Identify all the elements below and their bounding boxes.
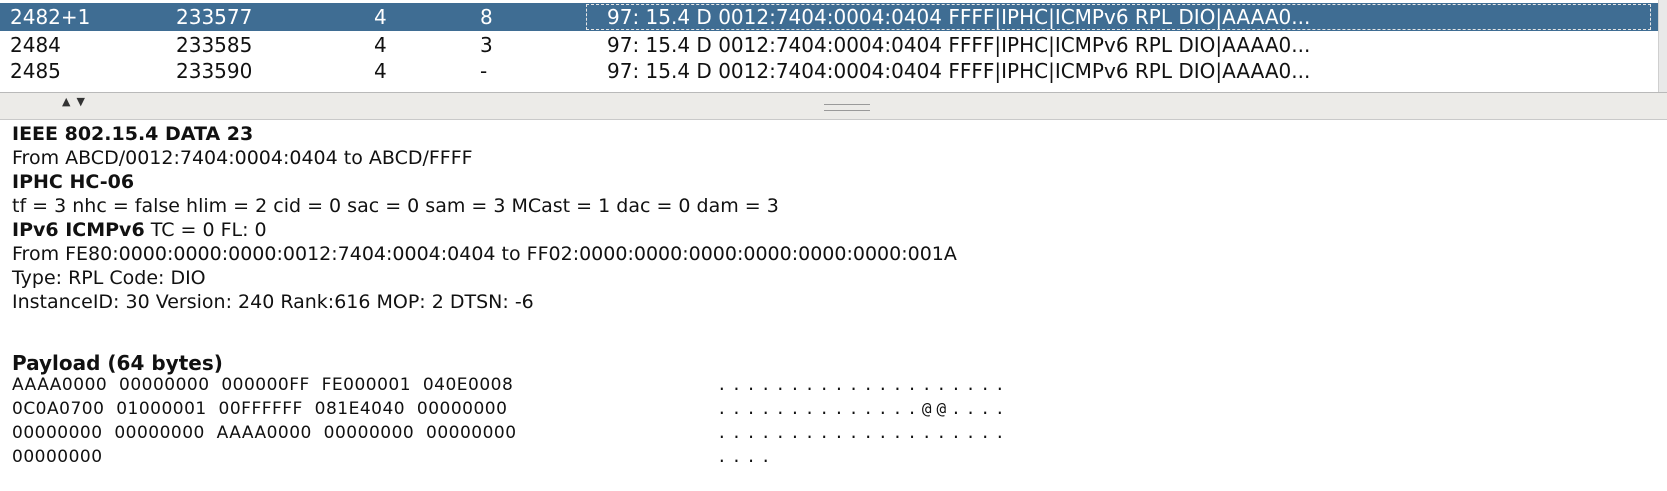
payload-hex-dump: AAAA0000 00000000 000000FF FE000001 040E… — [12, 373, 1632, 469]
ieee-header: IEEE 802.15.4 DATA 23 — [12, 123, 254, 145]
packet-time: 233585 — [176, 33, 253, 57]
packet-col-b: 3 — [480, 33, 493, 57]
ipv6-header: IPv6 ICMPv6 — [12, 219, 145, 241]
spacer — [12, 314, 1652, 338]
hex-ascii: .... — [717, 447, 776, 466]
hex-words: 0C0A0700 01000001 00FFFFFF 081E4040 0000… — [12, 399, 508, 419]
packet-row[interactable]: 2485 233590 4 - 97: 15.4 D 0012:7404:000… — [0, 57, 1660, 85]
hex-ascii: .................... — [717, 423, 1010, 442]
packet-info: 97: 15.4 D 0012:7404:0004:0404 FFFF|IPHC… — [607, 33, 1311, 57]
packet-row[interactable]: 2484 233585 4 3 97: 15.4 D 0012:7404:000… — [0, 31, 1660, 59]
packet-col-a: 4 — [374, 5, 387, 29]
packet-list: 2482+1 233577 4 8 97: 15.4 D 0012:7404:0… — [0, 0, 1667, 93]
rpl-dio-fields: InstanceID: 30 Version: 240 Rank:616 MOP… — [12, 291, 534, 313]
packet-number: 2484 — [10, 33, 61, 57]
packet-col-b: 8 — [480, 5, 493, 29]
packet-col-a: 4 — [374, 33, 387, 57]
hex-words: AAAA0000 00000000 000000FF FE000001 040E… — [12, 375, 514, 395]
packet-row-selected[interactable]: 2482+1 233577 4 8 97: 15.4 D 0012:7404:0… — [0, 3, 1660, 31]
ipv6-flow-fields: TC = 0 FL: 0 — [144, 219, 267, 241]
packet-info: 97: 15.4 D 0012:7404:0004:0404 FFFF|IPHC… — [585, 3, 1652, 31]
hex-ascii: .................... — [717, 375, 1010, 394]
iphc-fields: tf = 3 nhc = false hlim = 2 cid = 0 sac … — [12, 195, 779, 217]
hex-words: 00000000 — [12, 447, 103, 467]
pane-splitter[interactable]: ▲▼ — [0, 92, 1667, 120]
splitter-grip-handle[interactable] — [824, 104, 870, 111]
ipv6-line: IPv6 ICMPv6 TC = 0 FL: 0 — [12, 218, 1652, 242]
vertical-scrollbar[interactable] — [1658, 0, 1667, 92]
hex-row: 00000000 .... — [12, 445, 1632, 469]
splitter-arrows-icon[interactable]: ▲▼ — [62, 95, 91, 108]
icmp-type-code: Type: RPL Code: DIO — [12, 267, 206, 289]
packet-number: 2485 — [10, 59, 61, 83]
ieee-addresses: From ABCD/0012:7404:0004:0404 to ABCD/FF… — [12, 147, 473, 169]
packet-time: 233590 — [176, 59, 253, 83]
packet-col-a: 4 — [374, 59, 387, 83]
hex-words: 00000000 00000000 AAAA0000 00000000 0000… — [12, 423, 517, 443]
packet-col-b: - — [480, 59, 488, 83]
iphc-header: IPHC HC-06 — [12, 171, 135, 193]
packet-time: 233577 — [176, 5, 253, 29]
packet-number: 2482+1 — [10, 5, 91, 29]
packet-info: 97: 15.4 D 0012:7404:0004:0404 FFFF|IPHC… — [607, 59, 1311, 83]
hex-row: AAAA0000 00000000 000000FF FE000001 040E… — [12, 373, 1632, 397]
hex-row: 00000000 00000000 AAAA0000 00000000 0000… — [12, 421, 1632, 445]
hex-row: 0C0A0700 01000001 00FFFFFF 081E4040 0000… — [12, 397, 1632, 421]
ipv6-addresses: From FE80:0000:0000:0000:0012:7404:0004:… — [12, 243, 957, 265]
hex-ascii: ..............@@.... — [717, 399, 1010, 418]
payload-title: Payload (64 bytes) — [12, 351, 223, 375]
packet-detail-pane: IEEE 802.15.4 DATA 23 From ABCD/0012:740… — [12, 122, 1652, 376]
